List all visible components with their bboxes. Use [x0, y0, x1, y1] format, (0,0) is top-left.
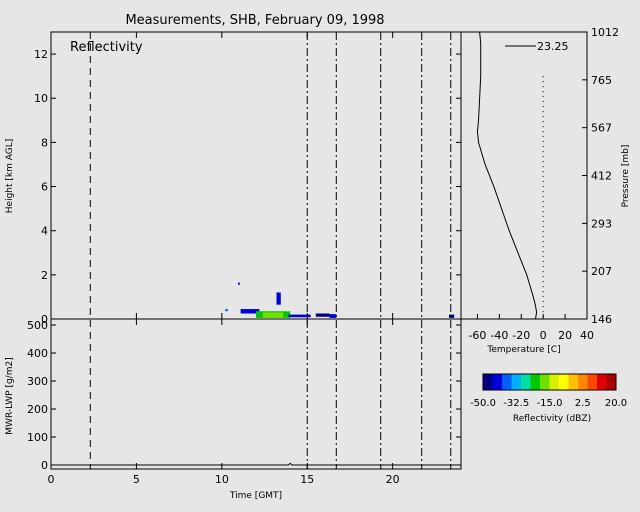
- height-axis-label: Height [km AGL]: [5, 139, 15, 213]
- height-tick-label: 2: [41, 269, 48, 282]
- time-tick-label: 20: [386, 473, 400, 486]
- lwp-tick-label: 200: [27, 403, 48, 416]
- colorbar-swatch: [530, 374, 541, 390]
- echo-cell: [238, 282, 240, 285]
- colorbar-swatch: [578, 374, 588, 390]
- temperature-profile-line: [476, 31, 538, 320]
- colorbar-tick-label: 20.0: [605, 398, 627, 409]
- lwp-tick-label: 400: [27, 347, 48, 360]
- lwp-tick-label: 0: [41, 459, 48, 472]
- pressure-tick-label: 293: [591, 217, 612, 230]
- temperature-panel: -60 -40 -20 0 20 40 146 207 293 412 567 765 1012 23.…: [460, 26, 631, 355]
- pressure-tick-label: 567: [591, 122, 612, 135]
- echo-cell: [315, 313, 330, 317]
- time-axis-label: Time [GMT]: [229, 491, 282, 501]
- lwp-tick-label: 100: [27, 431, 48, 444]
- temperature-tick-label: -40: [490, 329, 508, 342]
- lwp-series-line: [51, 462, 461, 466]
- reflectivity-panel: 0 2 4 6 8 10 12 Reflectivity Height [km AGL]: [5, 31, 462, 326]
- colorbar-swatch: [492, 374, 503, 390]
- reflectivity-frame: [50, 31, 462, 320]
- reflectivity-label: Reflectivity: [70, 40, 143, 55]
- colorbar-swatch: [559, 374, 569, 390]
- colorbar-swatch: [502, 374, 512, 390]
- height-tick-label: 0: [41, 313, 48, 326]
- colorbar-swatch: [511, 374, 522, 390]
- colorbar: -50.0 -32.5 -15.0 2.5 20.0 Reflectivity (dBZ…: [470, 373, 627, 424]
- pressure-tick-label: 765: [591, 74, 612, 87]
- colorbar-label: Reflectivity (dBZ): [513, 414, 591, 424]
- lwp-tick-label: 500: [27, 319, 48, 332]
- echo-cell: [449, 314, 455, 318]
- colorbar-swatch: [549, 374, 560, 390]
- lwp-tick-label: 300: [27, 375, 48, 388]
- colorbar-tick-label: -15.0: [537, 398, 563, 409]
- echo-cell: [262, 312, 284, 318]
- pressure-tick-label: 207: [591, 265, 612, 278]
- height-tick-label: 10: [34, 92, 48, 105]
- colorbar-swatch: [587, 374, 598, 390]
- temperature-tick-label: 20: [558, 329, 572, 342]
- legend-label: 23.25: [537, 40, 569, 53]
- colorbar-swatch: [483, 374, 493, 390]
- echo-cell: [329, 314, 337, 318]
- pressure-axis-label: Pressure [mb]: [621, 145, 631, 208]
- temperature-axis-label: Temperature [C]: [486, 345, 560, 355]
- pressure-tick-label: 146: [591, 313, 612, 326]
- time-tick-label: 15: [300, 473, 314, 486]
- lwp-axis-label: MWR-LWP [g/m2]: [5, 357, 15, 434]
- temperature-frame: [460, 31, 588, 320]
- temperature-tick-label: 40: [580, 329, 594, 342]
- colorbar-swatch: [521, 374, 531, 390]
- height-tick-label: 6: [41, 181, 48, 194]
- echo-cell: [276, 292, 281, 305]
- colorbar-tick-label: 2.5: [575, 398, 591, 409]
- colorbar-frame: [482, 373, 617, 391]
- lwp-frame: [50, 318, 462, 470]
- colorbar-swatch: [597, 374, 607, 390]
- pressure-tick-label: 1012: [591, 26, 619, 39]
- echo-cell: [225, 309, 228, 312]
- temperature-tick-label: 0: [540, 329, 547, 342]
- temperature-tick-label: -60: [468, 329, 486, 342]
- pressure-tick-label: 412: [591, 170, 612, 183]
- echo-cell: [288, 314, 311, 318]
- figure-title: Measurements, SHB, February 09, 1998: [125, 13, 384, 28]
- colorbar-tick-label: -32.5: [503, 398, 529, 409]
- height-tick-label: 12: [34, 48, 48, 61]
- colorbar-swatch: [606, 374, 617, 390]
- height-tick-label: 4: [41, 225, 48, 238]
- height-tick-label: 8: [41, 136, 48, 149]
- time-tick-label: 0: [48, 473, 55, 486]
- colorbar-swatch: [540, 374, 550, 390]
- echo-cell: [240, 309, 260, 314]
- colorbar-swatch: [568, 374, 579, 390]
- time-tick-label: 5: [133, 473, 140, 486]
- time-tick-label: 10: [215, 473, 229, 486]
- colorbar-tick-label: -50.0: [470, 398, 496, 409]
- temperature-tick-label: -20: [512, 329, 530, 342]
